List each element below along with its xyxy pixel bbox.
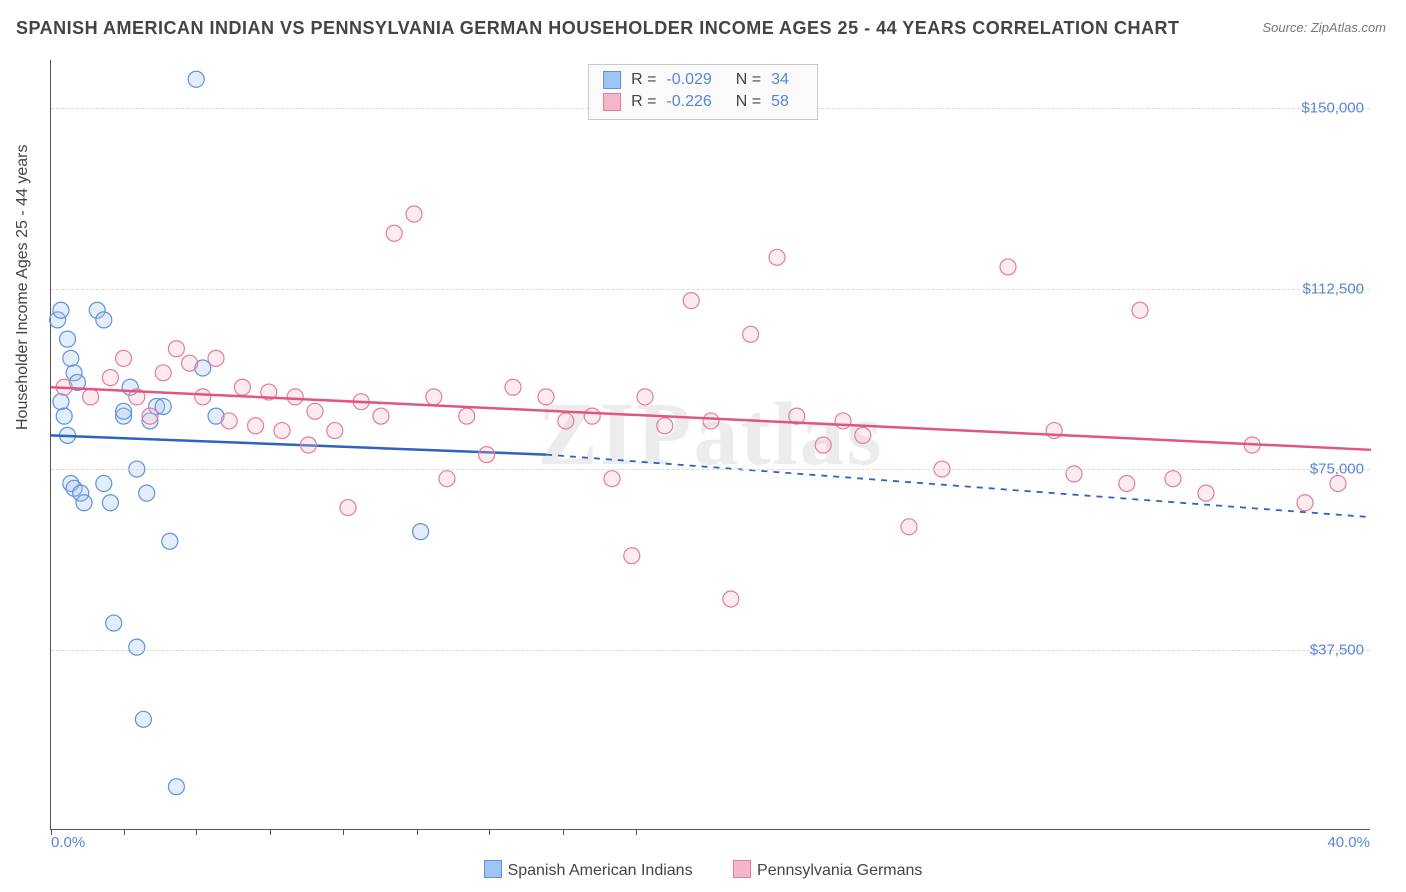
stats-legend: R = -0.029 N = 34 R = -0.226 N = 58 (588, 64, 818, 120)
point-pg (300, 437, 316, 453)
point-pg (637, 389, 653, 405)
point-sai (53, 394, 69, 410)
point-pg (624, 548, 640, 564)
point-sai (116, 403, 132, 419)
point-pg (168, 341, 184, 357)
point-sai (102, 495, 118, 511)
point-sai (168, 779, 184, 795)
y-tick-label: $37,500 (1310, 641, 1364, 658)
point-sai (56, 408, 72, 424)
r-sai: -0.029 (666, 69, 711, 91)
legend-swatch-pg (733, 860, 751, 878)
regression-ext-sai (546, 455, 1371, 518)
point-pg (683, 293, 699, 309)
point-pg (604, 471, 620, 487)
point-sai (139, 485, 155, 501)
point-pg (835, 413, 851, 429)
point-pg (1330, 476, 1346, 492)
point-pg (901, 519, 917, 535)
point-sai (155, 399, 171, 415)
point-pg (274, 423, 290, 439)
point-sai (53, 302, 69, 318)
point-pg (195, 389, 211, 405)
swatch-pg (603, 93, 621, 111)
point-pg (426, 389, 442, 405)
point-pg (769, 249, 785, 265)
point-pg (1119, 476, 1135, 492)
point-pg (386, 225, 402, 241)
page-title: SPANISH AMERICAN INDIAN VS PENNSYLVANIA … (16, 18, 1179, 39)
point-pg (221, 413, 237, 429)
point-pg (657, 418, 673, 434)
point-pg (505, 379, 521, 395)
point-sai (188, 71, 204, 87)
point-pg (287, 389, 303, 405)
stats-row-sai: R = -0.029 N = 34 (603, 69, 803, 91)
stats-row-pg: R = -0.226 N = 58 (603, 91, 803, 113)
point-pg (743, 326, 759, 342)
source-text: Source: ZipAtlas.com (1262, 20, 1386, 35)
point-sai (76, 495, 92, 511)
point-pg (1297, 495, 1313, 511)
point-pg (340, 500, 356, 516)
point-sai (63, 350, 79, 366)
n-sai: 34 (771, 69, 789, 91)
y-tick-label: $150,000 (1301, 100, 1364, 117)
regression-sai (51, 435, 546, 454)
point-pg (373, 408, 389, 424)
point-pg (307, 403, 323, 419)
n-pg: 58 (771, 91, 789, 113)
point-sai (129, 639, 145, 655)
r-pg: -0.226 (666, 91, 711, 113)
point-pg (1000, 259, 1016, 275)
x-max-label: 40.0% (1327, 834, 1370, 851)
point-sai (135, 711, 151, 727)
point-pg (83, 389, 99, 405)
point-pg (538, 389, 554, 405)
point-pg (855, 427, 871, 443)
point-sai (96, 312, 112, 328)
point-pg (479, 447, 495, 463)
y-tick-label: $112,500 (1303, 280, 1364, 297)
chart-svg (51, 60, 1370, 829)
point-pg (248, 418, 264, 434)
swatch-sai (603, 71, 621, 89)
point-pg (459, 408, 475, 424)
point-sai (106, 615, 122, 631)
point-pg (723, 591, 739, 607)
point-pg (182, 355, 198, 371)
point-pg (406, 206, 422, 222)
point-pg (116, 350, 132, 366)
point-pg (584, 408, 600, 424)
point-pg (439, 471, 455, 487)
point-sai (162, 533, 178, 549)
point-sai (413, 524, 429, 540)
point-pg (815, 437, 831, 453)
point-pg (558, 413, 574, 429)
point-pg (327, 423, 343, 439)
point-sai (60, 331, 76, 347)
point-pg (142, 408, 158, 424)
point-sai (96, 476, 112, 492)
point-pg (703, 413, 719, 429)
y-tick-label: $75,000 (1310, 461, 1364, 478)
bottom-legend: Spanish American Indians Pennsylvania Ge… (0, 860, 1406, 880)
point-pg (1132, 302, 1148, 318)
legend-swatch-sai (484, 860, 502, 878)
point-pg (1198, 485, 1214, 501)
point-pg (102, 370, 118, 386)
y-axis-label: Householder Income Ages 25 - 44 years (14, 145, 32, 431)
point-pg (208, 350, 224, 366)
x-min-label: 0.0% (51, 834, 85, 851)
point-pg (155, 365, 171, 381)
regression-pg (51, 387, 1371, 450)
plot-area: ZIPatlas $37,500$75,000$112,500$150,0000… (50, 60, 1370, 830)
legend-label-sai: Spanish American Indians (508, 862, 693, 879)
point-pg (1165, 471, 1181, 487)
legend-label-pg: Pennsylvania Germans (757, 862, 922, 879)
point-pg (234, 379, 250, 395)
